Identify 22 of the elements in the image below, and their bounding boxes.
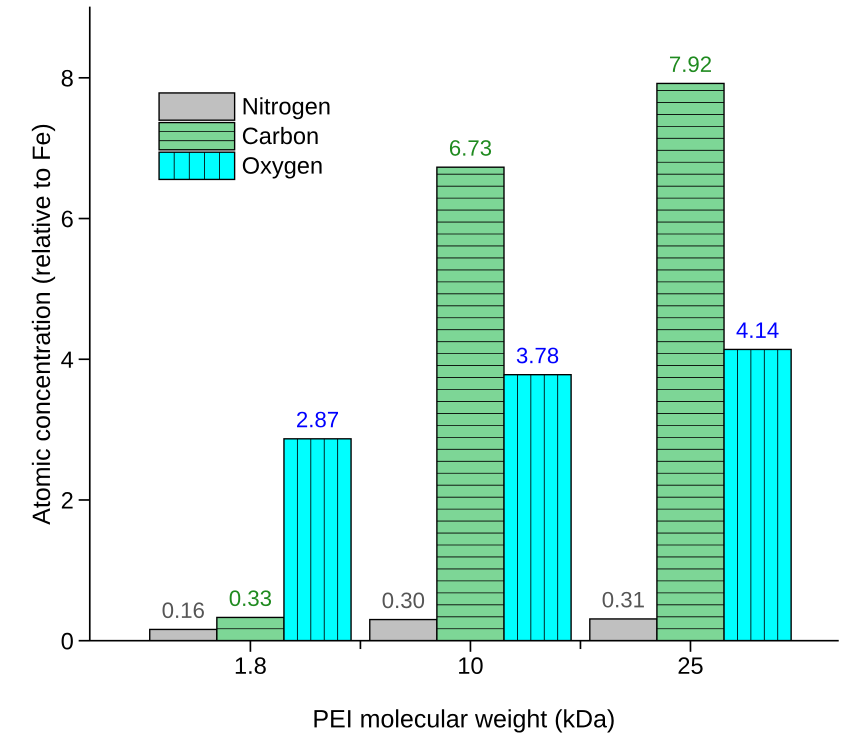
data-label: 0.30 <box>382 592 424 608</box>
legend-label: Oxygen <box>242 157 322 179</box>
data-label: 4.14 <box>736 322 779 338</box>
y-tick-label: 8 <box>62 70 73 87</box>
data-label: 0.16 <box>162 602 204 618</box>
y-tick-label: 6 <box>62 210 73 228</box>
x-tick-label: 10 <box>459 657 483 674</box>
data-label: 2.87 <box>297 412 338 428</box>
y-tick-label: 4 <box>61 352 74 368</box>
data-label: 0.33 <box>230 590 272 606</box>
legend-label: Nitrogen <box>244 97 330 120</box>
y-tick-label: 2 <box>62 492 73 509</box>
data-label: 3.78 <box>516 348 558 364</box>
data-label: 6.73 <box>450 140 492 156</box>
x-axis-title: PEI molecular weight (kDa) <box>314 709 614 733</box>
x-tick-label: 25 <box>678 657 703 674</box>
data-label: 0.31 <box>602 592 644 608</box>
x-tick-label: 1.8 <box>236 657 266 674</box>
data-label: 7.92 <box>670 56 711 72</box>
y-tick-label: 0 <box>62 632 73 650</box>
legend-label: Carbon <box>242 126 318 144</box>
y-axis-title: Atomic concentration (relative to Fe) <box>32 124 56 525</box>
